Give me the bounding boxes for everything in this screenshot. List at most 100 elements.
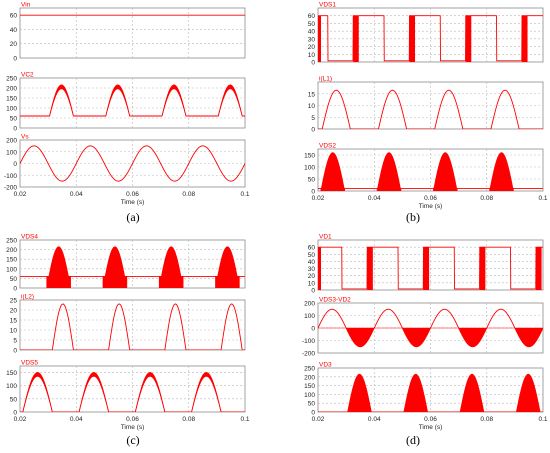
- filled-pulse: [320, 152, 346, 191]
- x-tick-label: 0.02: [312, 416, 325, 423]
- x-tick-label: 0.02: [312, 195, 325, 202]
- y-tick-label: 50: [308, 252, 316, 259]
- series-a-vc2: [20, 84, 245, 117]
- switching-burst: [367, 247, 373, 290]
- y-tick-label: 200: [6, 247, 17, 254]
- filled-negative-half: [402, 328, 431, 347]
- y-tick-label: 5: [13, 338, 17, 345]
- y-tick-label: 100: [6, 149, 17, 156]
- x-tick-label: 0.1: [240, 416, 249, 423]
- y-tick-label: 150: [6, 96, 17, 103]
- switching-burst: [479, 247, 486, 290]
- filled-pulse: [46, 246, 71, 288]
- y-tick-label: 25: [10, 298, 18, 305]
- caption-a: (a): [126, 210, 140, 224]
- x-tick-label: 0.04: [368, 195, 381, 202]
- plot-title: VDS5: [21, 360, 38, 367]
- filled-pulse: [403, 373, 428, 412]
- switching-burst: [465, 15, 472, 62]
- y-tick-label: 60: [308, 245, 316, 252]
- y-tick-label: 0: [311, 189, 315, 196]
- x-tick-label: 0.04: [368, 416, 381, 423]
- filled-pulse: [489, 152, 514, 191]
- y-tick-label: 50: [308, 401, 316, 408]
- y-tick-label: 50: [10, 116, 18, 123]
- switching-burst: [423, 247, 430, 290]
- y-tick-label: 10: [10, 328, 18, 335]
- series-line: [20, 145, 245, 182]
- plot-c-i-l2-: 0 5 10 15 20 25i(L2): [10, 294, 246, 355]
- y-tick-label: 200: [304, 301, 315, 308]
- ripple-band: [191, 372, 222, 412]
- x-tick-label: 0.06: [126, 416, 139, 423]
- y-tick-label: 0: [13, 286, 17, 293]
- y-tick-label: 100: [6, 266, 17, 273]
- y-tick-label: 15: [10, 318, 18, 325]
- plot-d-vds3-vd2: -200 -100 0 100 200 VDS3-VD2: [302, 297, 544, 358]
- y-tick-label: 0: [311, 60, 315, 67]
- ripple-band: [161, 84, 187, 117]
- switching-burst: [535, 247, 542, 290]
- y-tick-label: 150: [6, 370, 17, 377]
- series-c-vds4: [20, 246, 245, 288]
- y-tick-label: 40: [308, 259, 316, 266]
- y-tick-label: 100: [304, 165, 315, 172]
- x-tick-label: 0.06: [424, 195, 437, 202]
- series-line: [318, 15, 543, 62]
- y-tick-label: 0: [311, 410, 315, 417]
- x-tick-label: 0.1: [538, 416, 547, 423]
- plot-title: VD1: [319, 234, 332, 241]
- y-tick-label: 10: [308, 280, 316, 287]
- filled-pulse: [215, 246, 240, 288]
- y-tick-label: 200: [304, 374, 315, 381]
- plot-title: VDS4: [21, 234, 38, 241]
- switching-burst: [409, 15, 416, 62]
- series-line: [318, 246, 543, 290]
- plot-title: Vs: [21, 134, 29, 141]
- x-axis-label: Time (s): [121, 424, 145, 431]
- y-tick-label: 10: [308, 103, 316, 110]
- y-tick-label: 20: [10, 308, 18, 315]
- y-tick-label: -200: [302, 351, 315, 358]
- y-tick-label: 0: [13, 348, 17, 355]
- plot-b-i-l1-: 0 5 10 15 i(L1): [308, 76, 544, 134]
- ripple-band: [218, 84, 243, 117]
- series-d-vd3: [318, 373, 543, 412]
- x-axis-label: Time (s): [419, 203, 443, 210]
- series-d-vd1: [318, 246, 543, 290]
- y-tick-label: 0: [311, 326, 315, 333]
- y-tick-label: 250: [6, 238, 17, 245]
- y-tick-label: 0: [13, 161, 17, 168]
- series-b-vds1: [318, 15, 543, 62]
- filled-negative-half: [346, 328, 375, 347]
- series-line: [318, 89, 543, 129]
- y-tick-label: 50: [308, 177, 316, 184]
- plot-title: VDS3-VD2: [319, 297, 351, 304]
- y-tick-label: 100: [6, 383, 17, 390]
- filled-pulse: [265, 153, 289, 191]
- x-tick-label: 0.04: [70, 416, 83, 423]
- y-tick-label: -100: [302, 338, 315, 345]
- plot-title: VD3: [319, 362, 332, 369]
- plot-title: VDS1: [319, 2, 336, 9]
- plot-title: VC2: [21, 72, 34, 79]
- y-tick-label: 20: [308, 273, 316, 280]
- caption-c: (c): [126, 433, 140, 447]
- x-tick-label: 0.08: [480, 416, 493, 423]
- x-tick-label: 0.06: [126, 191, 139, 198]
- y-tick-label: 250: [6, 76, 17, 83]
- x-axis-label: Time (s): [121, 199, 145, 206]
- x-tick-label: 0.08: [182, 416, 195, 423]
- y-tick-label: -200: [4, 185, 17, 192]
- plot-title: i(L2): [21, 294, 34, 301]
- ripple-band: [22, 372, 53, 412]
- switching-burst: [353, 15, 359, 62]
- plot-title: VDS2: [319, 143, 336, 150]
- x-tick-label: 0.04: [70, 191, 83, 198]
- y-tick-label: 100: [304, 313, 315, 320]
- y-tick-label: 30: [308, 36, 316, 43]
- y-tick-label: 0: [311, 127, 315, 134]
